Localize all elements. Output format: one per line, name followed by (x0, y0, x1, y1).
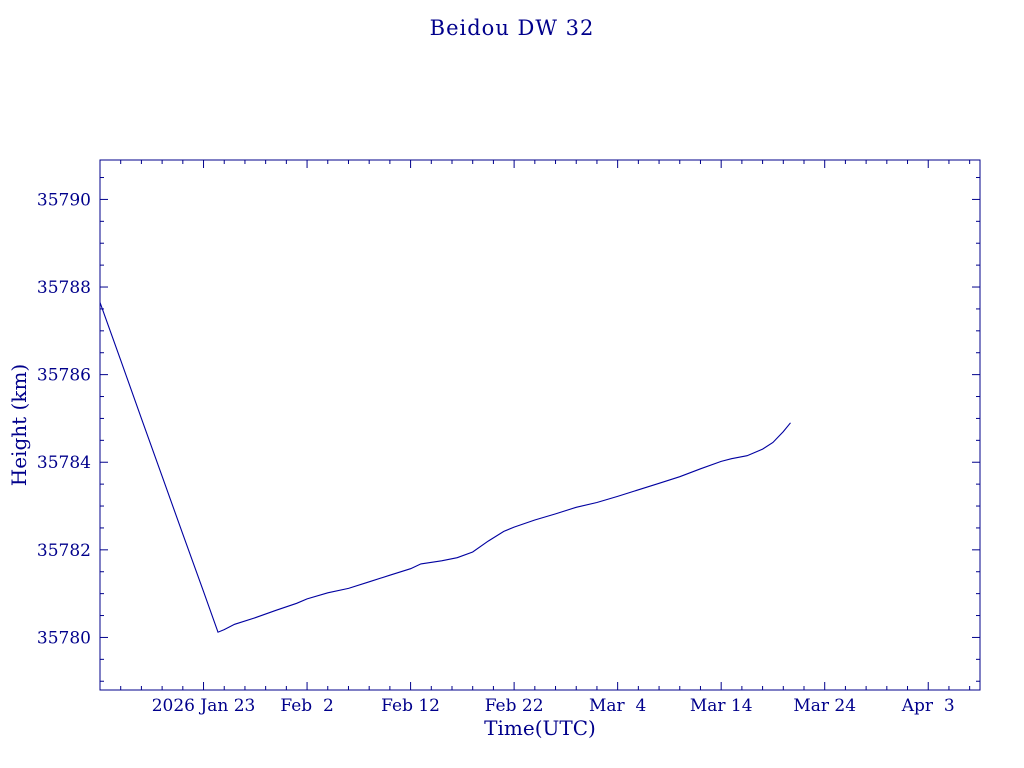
height-line (99, 302, 791, 633)
y-tick-label: 35786 (37, 366, 91, 386)
x-tick-label: 2026 Jan 23 (152, 696, 256, 716)
y-tick-label: 35784 (37, 453, 91, 473)
x-tick-label: Feb 22 (485, 696, 544, 716)
y-tick-label: 35780 (37, 628, 91, 648)
y-tick-label: 35790 (37, 190, 91, 210)
x-tick-label: Mar 24 (793, 696, 856, 716)
x-tick-label: Feb 12 (381, 696, 440, 716)
plot-frame (99, 159, 981, 691)
chart-title: Beidou DW 32 (429, 16, 595, 40)
x-tick-label: Mar 4 (589, 696, 646, 716)
x-tick-label: Feb 2 (280, 696, 333, 716)
x-tick-label: Apr 3 (901, 696, 955, 716)
x-tick-label: Mar 14 (690, 696, 753, 716)
y-tick-label: 35782 (37, 541, 91, 561)
y-tick-label: 35788 (37, 278, 91, 298)
x-axis-label: Time(UTC) (484, 716, 596, 740)
